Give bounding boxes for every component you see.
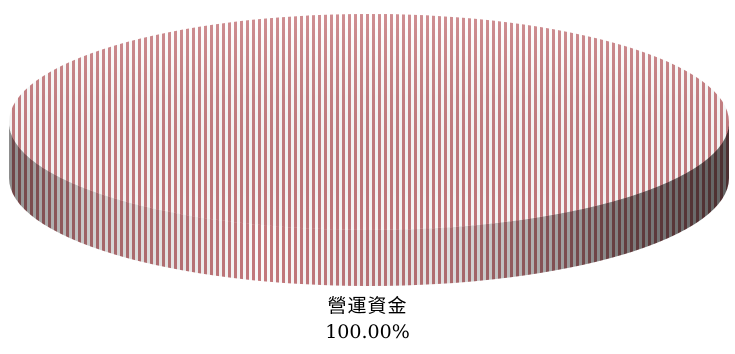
slice-name-label: 營運資金 <box>327 295 408 317</box>
pie-slice-group <box>9 14 729 286</box>
slice-percent-label: 100.00% <box>325 321 410 343</box>
pie-slice-side-shade-0 <box>9 122 729 286</box>
pie-slice-top-shade-0 <box>9 14 729 230</box>
